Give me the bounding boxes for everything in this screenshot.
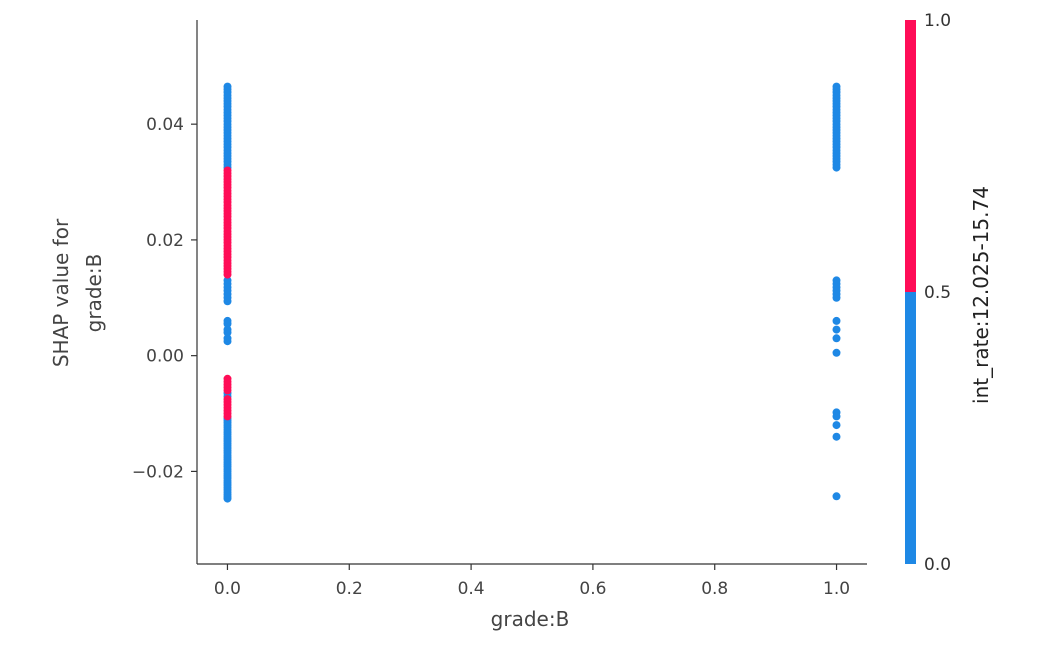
data-point [832,412,841,421]
scatter-points [223,82,841,503]
data-point [832,421,841,430]
colorbar-tick-max: 1.0 [924,11,951,31]
colorbar [905,20,916,564]
data-point [223,412,232,421]
data-point [832,316,841,325]
x-axis-ticks: 0.0 0.2 0.4 0.6 0.8 1.0 [214,564,850,599]
data-point [832,163,841,172]
data-point [832,293,841,302]
y-tick-label: 0.04 [146,115,184,135]
x-tick-label: 0.2 [336,579,363,599]
x-tick-label: 1.0 [823,579,850,599]
data-point [223,297,232,306]
x-tick-label: 0.4 [458,579,485,599]
data-point [223,386,232,395]
colorbar-tick-mid: 0.5 [924,283,951,303]
data-point [832,432,841,441]
colorbar-tick-min: 0.0 [924,555,951,575]
y-axis-ticks: −0.02 0.00 0.02 0.04 [132,115,197,482]
y-tick-label: 0.02 [146,231,184,251]
x-tick-label: 0.6 [579,579,606,599]
data-point [223,328,232,337]
y-axis-label-line-1: SHAP value for [49,218,73,367]
data-point [223,494,232,503]
data-point [832,334,841,343]
data-point [832,492,841,501]
data-point [832,325,841,334]
y-axis-label-line-2: grade:B [82,254,106,333]
y-tick-label: −0.02 [132,462,184,482]
data-point [832,348,841,357]
colorbar-label: int_rate:12.025-15.74 [969,186,993,404]
x-tick-label: 0.8 [701,579,728,599]
x-axis-label: grade:B [491,607,570,631]
data-point [223,319,232,328]
data-point [223,337,232,346]
data-point [223,270,232,279]
x-tick-label: 0.0 [214,579,241,599]
y-tick-label: 0.00 [146,347,184,367]
